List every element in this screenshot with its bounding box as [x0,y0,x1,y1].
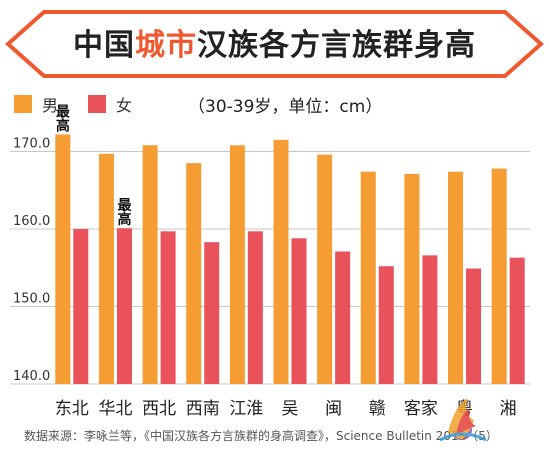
bar-male [491,168,507,384]
x-tick-label: 湘 [500,399,517,419]
y-tick-label: 160.0 [13,214,50,229]
bar-female [422,255,438,384]
x-tick-label: 客家 [404,399,438,419]
bar-male [448,171,464,384]
x-tick-label: 华北 [98,399,132,419]
x-tick-label: 西南 [186,399,220,419]
bar-male [98,153,114,384]
bar-chart: 140.0150.0160.0170.0东北华北西北西南江淮吴闽赣客家粤湘最高最… [10,103,530,419]
title-suffix: 汉族各方言族群身高 [197,28,476,63]
x-tick-label: 江淮 [229,399,263,419]
legend-female-label: 女 [116,96,133,115]
bar-male [360,171,376,384]
x-tick-label: 东北 [55,399,89,419]
legend-female-swatch [88,95,107,113]
x-tick-label: 闽 [325,399,342,419]
chart-title: 中国城市汉族各方言族群身高 [0,24,549,68]
bar-male [273,139,289,384]
title-highlight: 城市 [135,28,197,63]
bar-male [142,145,158,384]
bar-female [378,266,394,384]
source-note: 数据来源：李咏兰等，《中国汉族各方言族群的身高调查》，Science Bulle… [24,429,498,443]
bar-male [186,163,202,384]
bar-female [160,231,176,384]
x-tick-label: 赣 [369,399,386,419]
title-prefix: 中国 [73,28,135,63]
annotation-label: 高 [56,117,70,134]
bar-male [404,173,420,384]
annotation-label: 最 [117,197,132,214]
legend: 男 女 （30-39岁，单位：cm） [14,93,383,117]
bar-female [116,228,132,384]
bar-female [335,251,351,384]
bar-female [291,238,307,384]
legend-male-label: 男 [42,96,59,115]
unit-note: （30-39岁，单位：cm） [188,96,383,117]
bar-male [55,134,71,384]
bar-female [509,257,525,384]
y-tick-label: 170.0 [13,137,50,152]
annotation-label: 高 [117,211,131,228]
bar-male [317,154,333,384]
x-tick-label: 西北 [142,399,176,419]
bar-female [247,231,263,384]
y-tick-label: 140.0 [13,369,50,384]
bar-female [466,268,482,384]
legend-male-swatch [14,95,32,113]
bar-female [204,242,220,384]
bar-female [73,229,89,384]
annotation-label: 最 [56,103,71,120]
bar-male [229,145,245,384]
title-banner [4,10,545,78]
y-tick-label: 150.0 [13,292,50,307]
x-tick-label: 吴 [282,399,299,419]
